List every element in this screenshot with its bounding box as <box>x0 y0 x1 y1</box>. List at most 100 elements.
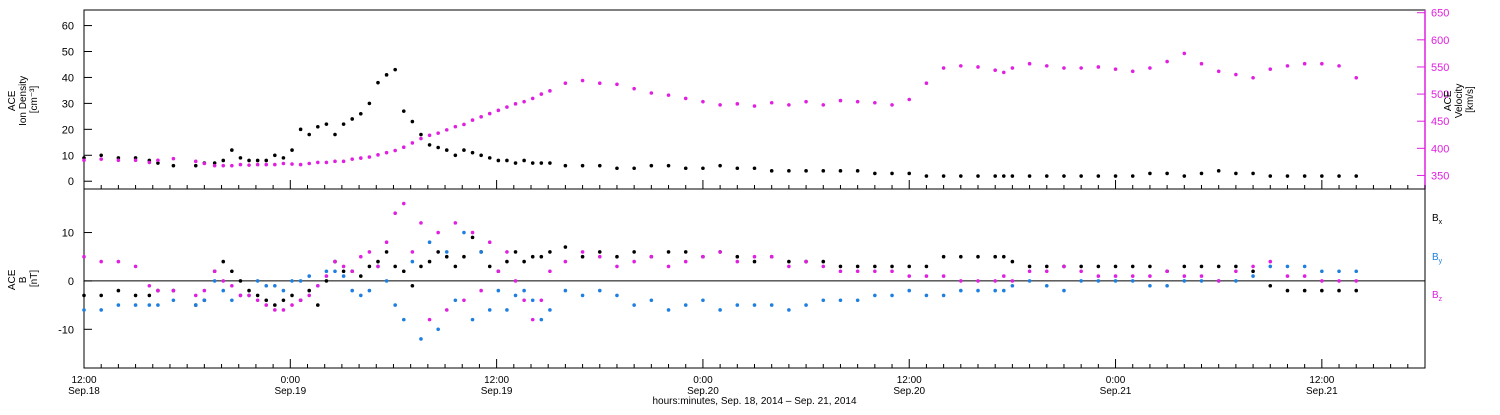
bx-point <box>393 264 397 269</box>
velocity-point <box>513 102 518 106</box>
bz-point <box>1285 274 1290 278</box>
by-point <box>212 279 217 283</box>
by-point <box>1001 288 1006 293</box>
velocity-point <box>376 153 380 157</box>
velocity-point <box>1062 66 1066 70</box>
density-point <box>701 166 705 171</box>
velocity-point <box>470 118 475 122</box>
magnetic-field-axis-label-line2: B <box>18 276 29 283</box>
by-point <box>1251 274 1255 278</box>
density-point <box>324 122 329 126</box>
bz-point <box>752 254 757 259</box>
by-point <box>615 293 619 298</box>
velocity-point <box>1320 61 1324 66</box>
legend-bx-sub: x <box>1439 219 1443 226</box>
by-point <box>649 298 654 303</box>
bx-point <box>752 259 757 264</box>
bx-point <box>522 259 526 264</box>
by-point <box>99 308 103 312</box>
density-point <box>462 148 466 152</box>
density-point <box>453 153 458 158</box>
bz-point <box>298 298 303 303</box>
density-point <box>436 145 440 150</box>
bz-point <box>156 288 160 293</box>
bz-point <box>548 269 552 274</box>
bx-point <box>410 283 415 288</box>
density-point <box>941 174 946 178</box>
by-point <box>281 288 286 293</box>
density-point <box>230 148 234 152</box>
by-point <box>384 279 389 283</box>
velocity-point <box>1079 66 1083 70</box>
legend-bz-sub: z <box>1439 296 1443 303</box>
density-point <box>890 171 894 176</box>
bx-point <box>99 293 103 298</box>
bz-point <box>427 317 432 322</box>
bz-point <box>193 293 198 298</box>
x-tick-date-label: Sep.18 <box>68 386 100 397</box>
bx-point <box>324 279 329 283</box>
density-point <box>401 109 406 113</box>
velocity-point <box>580 78 585 83</box>
by-point <box>530 298 535 303</box>
density-point <box>1130 174 1135 178</box>
velocity-point <box>1268 67 1273 71</box>
density-point <box>1285 174 1290 178</box>
bz-point <box>496 269 501 274</box>
velocity-point <box>649 91 654 95</box>
velocity-tick-label: 550 <box>1431 62 1449 74</box>
bx-point <box>1234 264 1238 269</box>
velocity-point <box>202 161 207 166</box>
bz-point <box>1216 279 1221 283</box>
by-point <box>539 317 544 322</box>
velocity-point <box>147 160 152 165</box>
density-point <box>350 117 355 121</box>
bz-point <box>1148 274 1152 278</box>
bz-point <box>1182 274 1187 278</box>
velocity-point <box>99 157 103 161</box>
by-point <box>479 250 483 254</box>
density-point <box>393 67 397 72</box>
bz-point <box>479 288 483 293</box>
velocity-point <box>487 111 492 116</box>
bz-point <box>804 259 808 264</box>
legend-bz-main: B <box>1432 290 1439 301</box>
by-point <box>701 298 705 303</box>
velocity-point <box>264 162 269 167</box>
velocity-point <box>1096 65 1101 69</box>
velocity-point <box>281 161 286 166</box>
bz-point <box>238 293 243 298</box>
bz-point <box>316 283 320 288</box>
x-tick-date-label: Sep.21 <box>1100 386 1132 397</box>
density-point <box>221 158 226 163</box>
legend-bz: Bz <box>1432 290 1443 303</box>
bx-point <box>401 269 406 274</box>
velocity-point <box>1251 76 1255 80</box>
by-point <box>255 279 260 283</box>
velocity-point <box>193 159 198 164</box>
bx-point <box>1130 264 1135 269</box>
by-point <box>171 298 176 303</box>
velocity-point <box>367 155 372 159</box>
bz-point <box>202 288 207 293</box>
density-point <box>247 158 251 163</box>
by-point <box>1337 269 1341 274</box>
bx-point <box>1001 254 1006 259</box>
bz-point <box>264 303 269 307</box>
by-point <box>924 293 929 298</box>
velocity-point <box>787 103 791 107</box>
density-point <box>1044 174 1049 178</box>
magnetic-field-axis-label-line1: ACE <box>7 269 18 290</box>
bz-point <box>255 298 260 303</box>
legend-by: By <box>1432 252 1443 265</box>
velocity-point <box>890 103 894 107</box>
velocity-point <box>718 103 722 107</box>
velocity-point <box>941 66 946 70</box>
density-point <box>99 153 103 158</box>
velocity-point <box>479 115 483 119</box>
bz-point <box>324 274 329 278</box>
ion-density-axis-label: ACE Ion Density [cm⁻³] <box>7 73 40 126</box>
velocity-tick-label: 500 <box>1431 89 1449 101</box>
magnetic-field-axis-label: ACE B [nT] <box>7 267 40 290</box>
